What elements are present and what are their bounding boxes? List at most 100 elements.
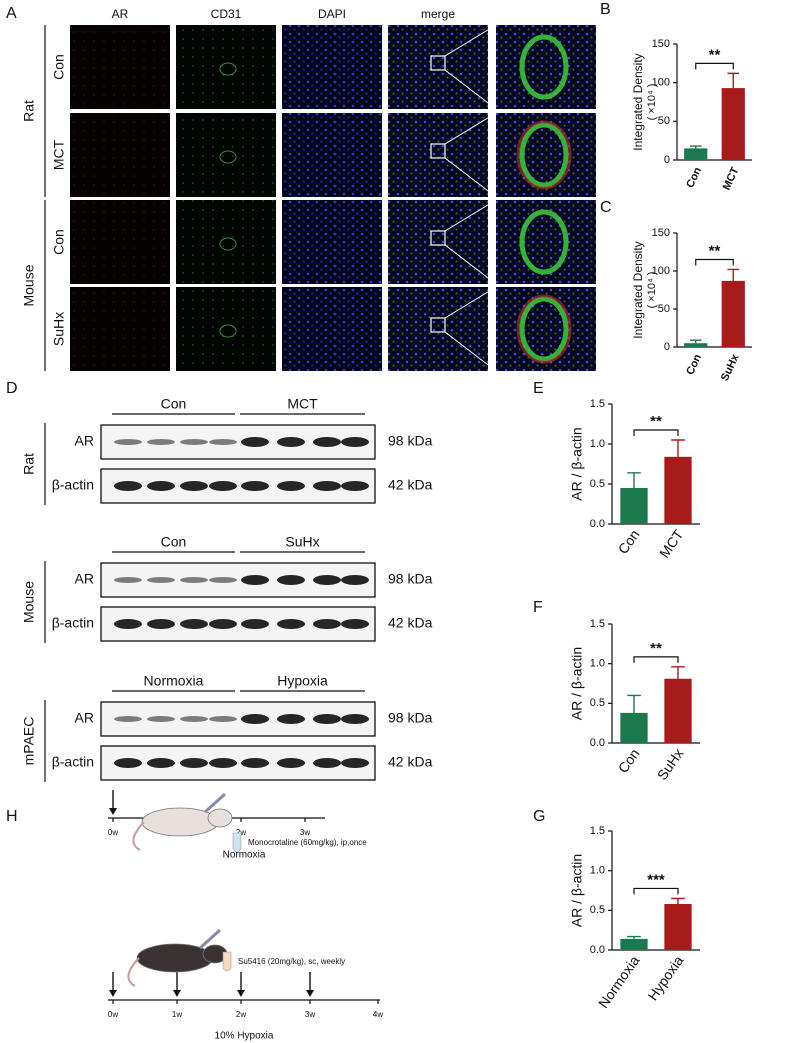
significance: ** <box>650 640 662 657</box>
zoom-box <box>430 55 446 71</box>
sample-label: Mouse <box>21 581 37 623</box>
panel-label: E <box>533 380 544 397</box>
y-tick-label: 100 <box>652 265 670 277</box>
band <box>241 575 269 585</box>
band <box>180 619 208 629</box>
lane-group-label: Con <box>161 396 187 412</box>
band <box>209 619 237 629</box>
y-tick-label: 0.0 <box>590 737 605 749</box>
micrograph <box>176 200 276 284</box>
y-tick-label: 1.5 <box>590 825 605 837</box>
zoom-line <box>444 157 497 198</box>
band <box>209 439 237 445</box>
band <box>241 714 269 724</box>
error-bar <box>627 694 641 713</box>
condition: Normoxia <box>223 850 266 861</box>
error-bar <box>627 472 641 488</box>
y-axis-label: Integrated Density <box>631 241 645 338</box>
timeline-tick-label: 4w <box>373 1010 383 1019</box>
band <box>313 575 341 585</box>
row-label: MCT <box>51 139 67 170</box>
error-bar <box>671 897 685 904</box>
dose-arrowhead <box>237 990 245 997</box>
y-tick-label: 0.0 <box>590 518 605 530</box>
error-bar <box>727 268 740 281</box>
treatment: Monocrotaline (60mg/kg), ip,once <box>248 838 367 847</box>
band <box>180 758 208 768</box>
lane-group-label: Con <box>161 534 187 550</box>
band <box>147 481 175 491</box>
band <box>341 437 369 447</box>
lane-group-label: Normoxia <box>144 673 204 689</box>
band <box>241 437 269 447</box>
panel-label: D <box>6 380 18 397</box>
vessel-ring <box>519 296 569 362</box>
band <box>277 714 305 724</box>
micrograph <box>282 200 382 284</box>
y-axis-label: AR / β-actin <box>569 647 585 720</box>
y-axis-label: Integrated Density <box>631 53 645 150</box>
band <box>147 577 175 583</box>
significance-bracket <box>633 429 679 436</box>
condition: 10% Hypoxia <box>215 1031 274 1042</box>
vial <box>232 832 242 853</box>
band <box>114 481 142 491</box>
animal-tail <box>127 957 140 987</box>
zoom-box <box>430 143 446 159</box>
zoom-line <box>444 286 497 319</box>
panel-label: C <box>600 199 612 216</box>
timeline-tick-label: 3w <box>305 1010 315 1019</box>
blot-size: 42 kDa <box>388 754 433 770</box>
band <box>341 758 369 768</box>
sample-label: mPAEC <box>21 717 37 766</box>
error-bar <box>627 935 641 939</box>
micrograph <box>388 200 488 284</box>
band <box>147 758 175 768</box>
bar <box>684 343 708 347</box>
timeline-tick-label: 1w <box>172 1010 182 1019</box>
y-tick-label: 1.0 <box>590 658 605 670</box>
band <box>313 481 341 491</box>
panel-label: A <box>6 5 17 22</box>
timeline-tick-label: 3w <box>300 828 310 837</box>
x-tick-label: SuHx <box>719 352 742 383</box>
bar <box>664 903 692 950</box>
bar <box>721 280 745 347</box>
error-bar <box>689 145 702 149</box>
significance-bracket <box>695 62 734 70</box>
y-tick-label: 150 <box>652 227 670 239</box>
vessel-ring <box>519 34 569 100</box>
y-axis-label: AR / β-actin <box>569 854 585 927</box>
blot-size: 98 kDa <box>388 571 433 587</box>
bar <box>721 88 745 160</box>
vessel-signal <box>219 150 237 164</box>
band <box>180 577 208 583</box>
band <box>313 619 341 629</box>
micrograph <box>282 25 382 109</box>
band <box>114 619 142 629</box>
blot-size: 42 kDa <box>388 615 433 631</box>
y-tick-label: 50 <box>658 115 670 127</box>
error-bar <box>671 439 685 457</box>
panel-label: G <box>533 808 545 825</box>
bar <box>620 938 648 950</box>
band <box>180 439 208 445</box>
vessel-ring <box>519 209 569 275</box>
x-tick-label: Con <box>684 352 704 377</box>
dose-arrowhead <box>109 808 117 815</box>
lane-group-label: SuHx <box>285 534 319 550</box>
vessel-signal <box>219 237 237 251</box>
band <box>241 619 269 629</box>
x-tick-label: SuHx <box>654 746 687 783</box>
blot-row-label: AR <box>75 710 94 726</box>
timeline-tick-label: 2w <box>236 1010 246 1019</box>
y-tick-label: 0.0 <box>590 944 605 956</box>
band <box>114 577 142 583</box>
blot-size: 98 kDa <box>388 433 433 449</box>
significance-bracket <box>633 887 679 895</box>
blot-row-label: AR <box>75 433 94 449</box>
micrograph <box>70 25 170 109</box>
significance: ** <box>709 46 721 63</box>
bar <box>620 488 648 524</box>
row-label: Con <box>51 54 67 80</box>
